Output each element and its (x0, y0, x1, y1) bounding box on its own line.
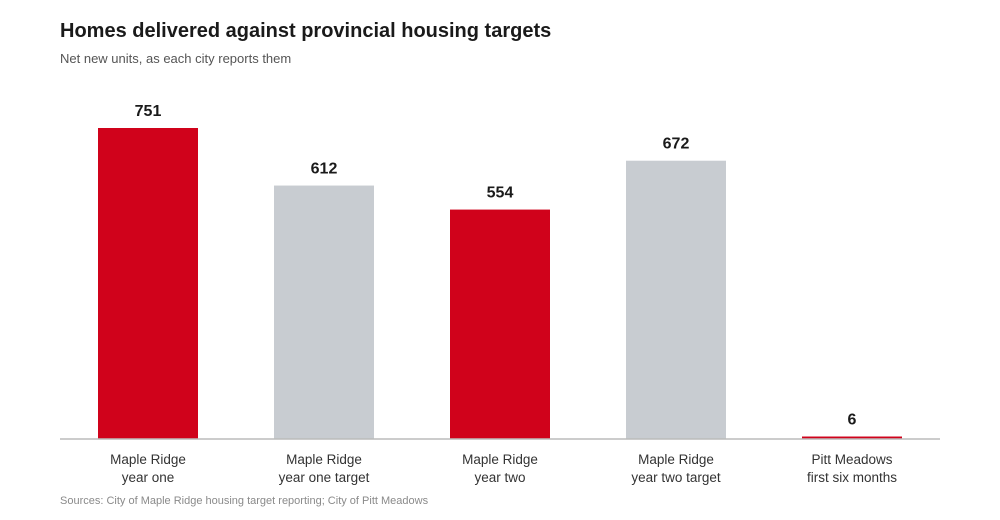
x-tick-label-5-line-1: Pitt Meadows (811, 452, 892, 467)
bar-2 (274, 185, 374, 439)
bar-5 (802, 436, 902, 439)
chart-title: Homes delivered against provincial housi… (60, 20, 552, 42)
chart-source: Sources: City of Maple Ridge housing tar… (60, 495, 429, 507)
x-tick-label-2-line-2: year one target (279, 470, 370, 485)
x-tick-label-4-line-1: Maple Ridge (638, 452, 714, 467)
chart-subtitle: Net new units, as each city reports them (60, 51, 292, 66)
x-tick-label-2-line-1: Maple Ridge (286, 452, 362, 467)
x-tick-label-4-line-2: year two target (631, 470, 721, 485)
x-tick-label-5-line-2: first six months (807, 470, 897, 485)
x-tick-label-3-line-1: Maple Ridge (462, 452, 538, 467)
bar-4 (626, 160, 726, 440)
x-tick-label-1-line-1: Maple Ridge (110, 452, 186, 467)
bar-value-label-3: 554 (487, 185, 514, 202)
bar-3 (450, 209, 550, 439)
bar-value-label-2: 612 (311, 161, 338, 178)
bars-group (98, 128, 902, 440)
bar-1 (98, 128, 198, 439)
x-tick-label-3-line-2: year two (474, 470, 525, 485)
value-labels-group: 751 612 554 672 6 (135, 103, 857, 429)
bar-value-label-4: 672 (663, 136, 690, 153)
x-tick-label-1-line-2: year one (122, 470, 175, 485)
bar-value-label-5: 6 (848, 412, 857, 429)
x-tick-labels-group: Maple Ridge year one Maple Ridge year one t… (110, 452, 897, 485)
bar-value-label-1: 751 (135, 103, 162, 120)
